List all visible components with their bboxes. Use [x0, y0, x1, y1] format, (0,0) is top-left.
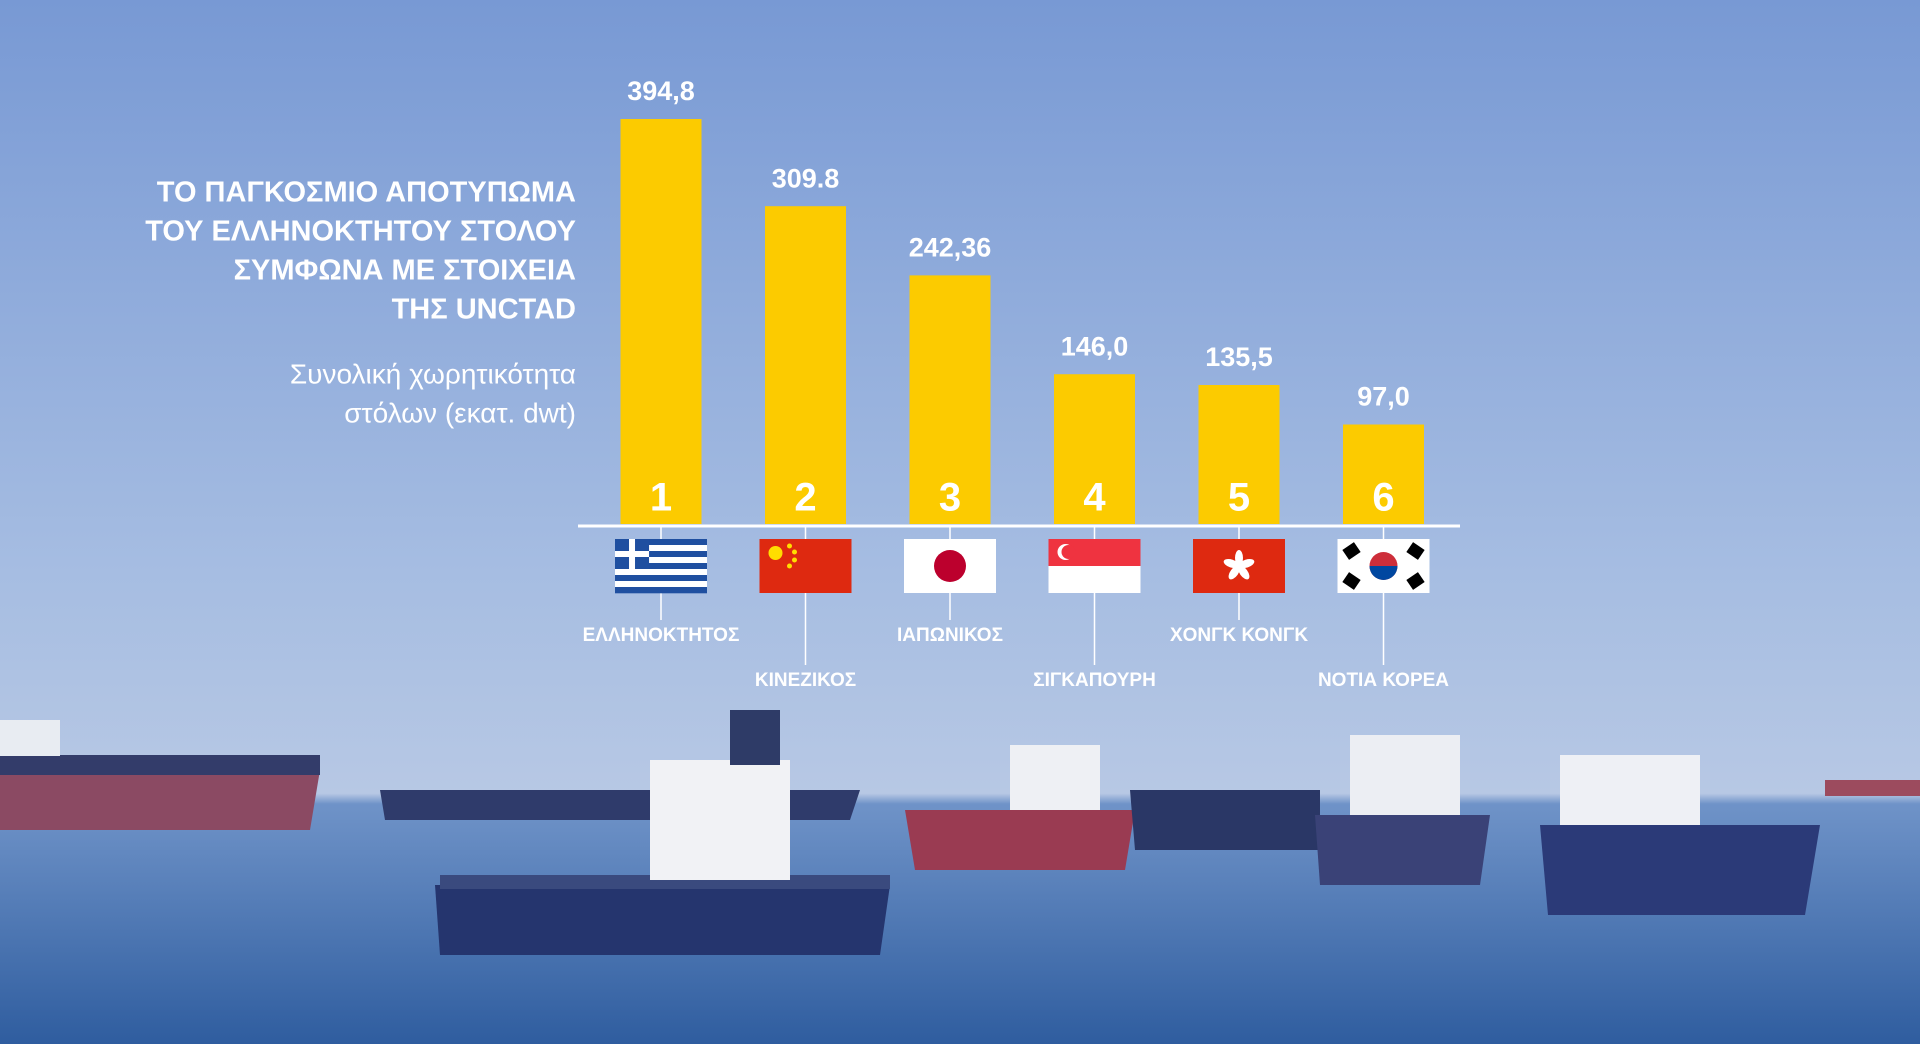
flag-part	[1342, 542, 1361, 560]
category-label: ΧΟΝΓΚ ΚΟΝΓΚ	[1170, 625, 1308, 646]
value-label: 394,8	[627, 76, 695, 106]
flag-part	[615, 569, 707, 576]
flag-part	[615, 563, 707, 570]
bar	[909, 275, 991, 524]
value-label: 242,36	[909, 233, 992, 263]
title: ΤΟ ΠΑΓΚΟΣΜΙΟ ΑΠΟΤΥΠΩΜΑ ΤΟΥ ΕΛΛΗΝΟΚΤΗΤΟΥ …	[145, 177, 576, 429]
ships	[0, 710, 1920, 955]
flag-part	[1406, 542, 1425, 560]
flag-part	[1238, 558, 1255, 569]
flag-part	[1235, 550, 1243, 566]
rank-label: 2	[794, 476, 816, 520]
bar	[1054, 374, 1135, 524]
flag-part	[615, 545, 707, 552]
rank-label: 4	[1083, 476, 1106, 520]
flag-part	[792, 557, 797, 563]
flag	[1193, 539, 1285, 593]
flag-part	[792, 549, 797, 555]
category-label: ΣΙΓΚΑΠΟΥΡΗ	[1033, 670, 1156, 691]
flag	[904, 539, 996, 593]
title-line: ΤΟ ΠΑΓΚΟΣΜΙΟ ΑΠΟΤΥΠΩΜΑ	[157, 177, 576, 209]
rank-label: 5	[1228, 476, 1250, 520]
title-line: ΤΗΣ UNCTAD	[392, 294, 576, 326]
rank-label: 3	[939, 476, 961, 520]
flag-part	[787, 563, 792, 569]
flag	[615, 539, 707, 594]
title-line: ΤΟΥ ΕΛΛΗΝΟΚΤΗΤΟΥ ΣΤΟΛΟΥ	[145, 216, 576, 248]
flag-part	[615, 551, 707, 558]
flag-part	[768, 546, 783, 560]
bar	[1343, 424, 1424, 524]
flag-part	[1369, 566, 1398, 580]
flag-part	[615, 557, 707, 564]
flag-part	[934, 550, 966, 582]
bar	[620, 119, 702, 524]
flag-part	[629, 539, 636, 569]
flag	[1048, 539, 1141, 593]
flag-part	[615, 539, 707, 546]
flag-part	[1406, 572, 1425, 590]
flag-part	[1228, 565, 1241, 580]
flag-part	[615, 587, 707, 594]
value-label: 135,5	[1205, 342, 1273, 372]
flag-part	[1237, 565, 1250, 580]
value-label: 309.8	[772, 163, 840, 193]
flag-part	[1342, 572, 1361, 590]
flag-part	[615, 575, 707, 582]
flag-part	[1061, 545, 1076, 559]
title-line: ΣΥΜΦΩΝΑ ΜΕ ΣΤΟΙΧΕΙΑ	[234, 255, 576, 287]
category-label: ΙΑΠΩΝΙΚΟΣ	[897, 625, 1003, 646]
value-label: 146,0	[1061, 331, 1129, 361]
flag	[759, 539, 852, 593]
category-label: ΕΛΛΗΝΟΚΤΗΤΟΣ	[583, 625, 740, 646]
category-label: ΚΙΝΕΖΙΚΟΣ	[755, 670, 856, 691]
bar	[1198, 384, 1280, 524]
flag-part	[1223, 558, 1240, 569]
flag	[1337, 539, 1430, 593]
bar	[765, 206, 846, 524]
subtitle-line: στόλων (εκατ. dwt)	[344, 397, 576, 428]
rank-label: 6	[1372, 476, 1394, 520]
flag-part	[615, 581, 707, 588]
rank-label: 1	[650, 476, 672, 520]
subtitle-line: Συνολική χωρητικότητα	[290, 358, 576, 389]
category-label: ΝΟΤΙΑ ΚΟΡΕΑ	[1318, 670, 1449, 691]
value-label: 97,0	[1357, 382, 1410, 412]
flag-part	[787, 543, 792, 549]
